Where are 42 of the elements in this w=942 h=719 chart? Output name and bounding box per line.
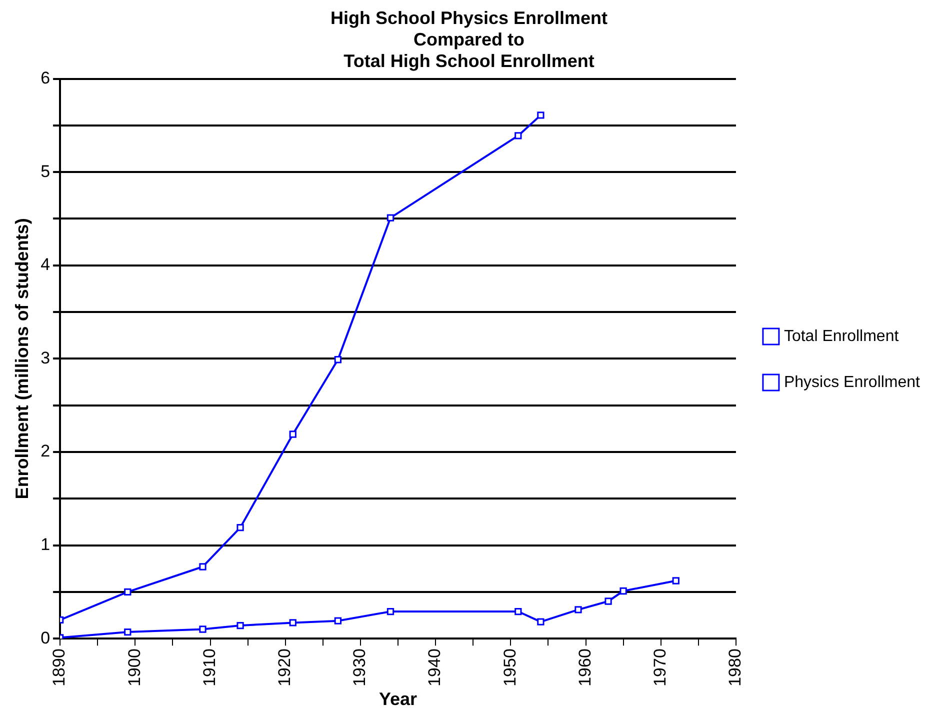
x-axis-title: Year	[378, 689, 418, 710]
x-tick-label: 1950	[500, 648, 520, 686]
point	[236, 622, 244, 630]
point	[604, 598, 612, 605]
y-tick-label: 6	[40, 68, 50, 88]
point	[124, 588, 132, 596]
legend-label: Total Enrollment	[784, 328, 900, 345]
point	[334, 356, 342, 364]
x-tick-label: 1960	[575, 648, 594, 686]
point	[514, 608, 522, 616]
point	[514, 132, 522, 140]
point	[199, 626, 206, 633]
x-tick-label: 1930	[350, 648, 370, 686]
x-tick-label: 1890	[50, 648, 69, 686]
point	[199, 563, 206, 570]
point	[386, 608, 394, 616]
point	[537, 112, 544, 119]
point	[334, 617, 342, 624]
x-tick-label: 1900	[124, 648, 144, 686]
y-tick-label: 2	[40, 442, 50, 461]
point	[289, 619, 296, 626]
x-tick-label: 1910	[200, 648, 219, 686]
x-tick-label: 1920	[275, 648, 294, 686]
point	[574, 606, 582, 614]
y-tick-label: 5	[40, 162, 50, 181]
point	[289, 430, 296, 438]
y-axis-title: Enrollment (millions of students)	[12, 218, 32, 500]
y-tick-label: 3	[40, 348, 50, 368]
legend-label: Physics Enrollment	[784, 374, 921, 391]
point	[236, 524, 244, 532]
y-tick-label: 0	[40, 628, 50, 648]
point	[124, 628, 132, 636]
y-tick-label: 4	[40, 255, 50, 274]
point	[620, 587, 627, 595]
chart-title: High School Physics Enrollment Compared to Total High School Enrollment	[330, 8, 608, 71]
point	[672, 577, 680, 584]
x-tick-label: 1980	[726, 648, 745, 686]
point	[537, 618, 544, 626]
point	[386, 214, 394, 222]
y-tick-label: 1	[40, 534, 50, 554]
x-tick-label: 1970	[650, 648, 670, 686]
x-tick-label: 1940	[425, 648, 444, 686]
